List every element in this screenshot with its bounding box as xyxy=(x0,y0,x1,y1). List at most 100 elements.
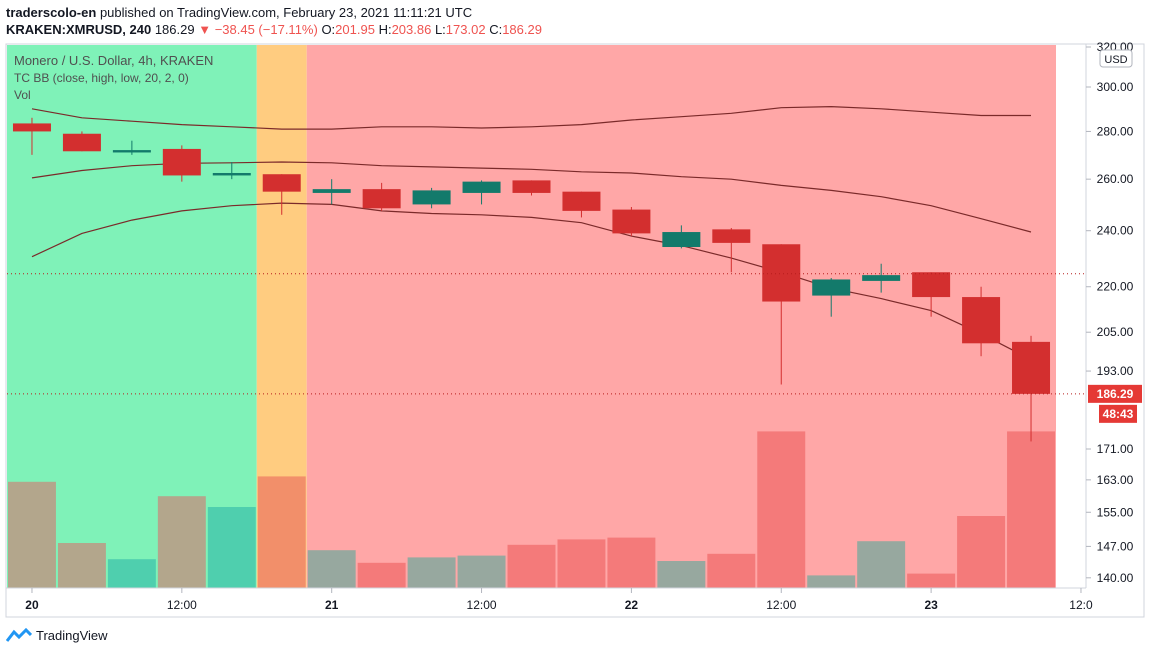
volume-bar[interactable] xyxy=(707,553,756,588)
volume-bar[interactable] xyxy=(857,541,906,588)
candle[interactable] xyxy=(12,117,51,155)
candle[interactable] xyxy=(762,244,801,385)
volume-bar[interactable] xyxy=(407,557,456,588)
legend-indicator[interactable]: TC BB (close, high, low, 20, 2, 0) xyxy=(14,71,189,85)
bb-upper-line xyxy=(31,105,1031,130)
candle-body[interactable] xyxy=(1012,341,1051,394)
volume-bar[interactable] xyxy=(207,507,256,588)
candle[interactable] xyxy=(262,174,301,215)
volume-bar[interactable] xyxy=(457,555,506,588)
volume-bar[interactable] xyxy=(557,539,606,588)
candle-body[interactable] xyxy=(512,180,551,193)
candle-body[interactable] xyxy=(562,191,601,211)
candle-body[interactable] xyxy=(162,148,201,176)
candle[interactable] xyxy=(112,140,151,155)
candle[interactable] xyxy=(162,145,201,182)
candle[interactable] xyxy=(962,286,1001,357)
time-axis[interactable]: 20 12:00 21 12:00 22 12:00 23 12:0 xyxy=(25,588,1093,612)
candle-body[interactable] xyxy=(412,190,451,205)
legend-volume[interactable]: Vol xyxy=(14,88,31,102)
candle-body[interactable] xyxy=(312,189,351,193)
volume-bar[interactable] xyxy=(157,496,206,588)
x-tick-label: 20 xyxy=(25,598,39,612)
high-label: H: xyxy=(378,22,392,37)
candle[interactable] xyxy=(562,191,601,218)
tradingview-logo-icon xyxy=(6,627,32,642)
candle-body[interactable] xyxy=(462,181,501,193)
volume-bar[interactable] xyxy=(507,544,556,588)
currency-badge[interactable]: USD xyxy=(1099,49,1133,68)
y-tick-label: 163.00 xyxy=(1097,473,1134,487)
volume-bar[interactable] xyxy=(757,431,806,588)
y-tick-label: 193.00 xyxy=(1097,364,1134,378)
x-tick-label: 12:0 xyxy=(1069,598,1093,612)
candle-body[interactable] xyxy=(212,172,251,176)
candle-body[interactable] xyxy=(762,244,801,302)
volume-bar[interactable] xyxy=(807,575,856,588)
legend-title: Monero / U.S. Dollar, 4h, KRAKEN xyxy=(14,53,213,68)
volume-bar[interactable] xyxy=(257,476,306,588)
volume-bar[interactable] xyxy=(57,543,106,588)
candle[interactable] xyxy=(412,187,451,209)
candle[interactable] xyxy=(362,182,401,211)
candle-body[interactable] xyxy=(962,297,1001,344)
candlesticks[interactable] xyxy=(12,117,1051,442)
candle-body[interactable] xyxy=(812,279,851,296)
x-tick-label: 23 xyxy=(924,598,938,612)
candle[interactable] xyxy=(712,228,751,273)
volume-bar[interactable] xyxy=(957,516,1006,588)
candle-body[interactable] xyxy=(12,123,51,132)
volume-bar[interactable] xyxy=(107,559,156,588)
close-value: 186.29 xyxy=(502,22,542,37)
chart-frame xyxy=(5,43,1145,618)
candle[interactable] xyxy=(462,180,501,205)
volume-bar[interactable] xyxy=(8,481,56,588)
volume-bar[interactable] xyxy=(1007,431,1055,588)
volume-bar[interactable] xyxy=(907,573,956,588)
candle[interactable] xyxy=(612,206,651,237)
y-tick-label: 205.00 xyxy=(1097,325,1134,339)
candle-body[interactable] xyxy=(712,229,751,243)
volume-bar[interactable] xyxy=(607,537,656,588)
publisher-name[interactable]: traderscolo-en xyxy=(6,5,97,20)
candle-body[interactable] xyxy=(62,133,101,152)
candle-body[interactable] xyxy=(362,189,401,209)
candle[interactable] xyxy=(512,180,551,196)
currency-label: USD xyxy=(1104,54,1127,66)
x-tick-label: 12:00 xyxy=(167,598,197,612)
candle[interactable] xyxy=(62,131,101,152)
candle[interactable] xyxy=(862,263,901,293)
price-chart[interactable]: 320.00300.00280.00260.00240.00220.00205.… xyxy=(0,0,1150,625)
candle[interactable] xyxy=(662,225,701,249)
symbol-name: KRAKEN:XMRUSD, 240 xyxy=(6,22,152,37)
candle[interactable] xyxy=(912,272,951,317)
volume-bar[interactable] xyxy=(357,562,406,588)
candle-body[interactable] xyxy=(912,272,951,298)
candle-body[interactable] xyxy=(862,275,901,281)
volume-bar[interactable] xyxy=(307,550,356,588)
symbol-info: KRAKEN:XMRUSD, 240 186.29 ▼ −38.45 (−17.… xyxy=(6,22,542,37)
candle[interactable] xyxy=(812,278,851,317)
y-tick-label: 260.00 xyxy=(1097,172,1134,186)
candle-body[interactable] xyxy=(612,209,651,234)
candle-body[interactable] xyxy=(662,232,701,248)
candle-body[interactable] xyxy=(262,174,301,192)
candle[interactable] xyxy=(1012,335,1051,442)
x-tick-label: 12:00 xyxy=(766,598,796,612)
last-price: 186.29 xyxy=(154,22,195,37)
low-value: 173.02 xyxy=(445,22,486,37)
candle[interactable] xyxy=(312,179,351,205)
candle-body[interactable] xyxy=(112,150,151,153)
price-axis[interactable]: 320.00300.00280.00260.00240.00220.00205.… xyxy=(1086,40,1142,585)
y-tick-label: 280.00 xyxy=(1097,124,1134,138)
y-tick-label: 240.00 xyxy=(1097,224,1134,238)
low-label: L: xyxy=(434,22,446,37)
y-tick-label: 140.00 xyxy=(1097,571,1134,585)
footer-brand[interactable]: TradingView xyxy=(6,627,108,643)
volume-bar[interactable] xyxy=(657,561,706,588)
x-tick-label: 22 xyxy=(625,598,639,612)
open-label: O: xyxy=(321,22,336,37)
candle[interactable] xyxy=(212,162,251,180)
y-tick-label: 147.00 xyxy=(1097,539,1134,553)
last-price-tag-label: 186.29 xyxy=(1097,387,1134,401)
